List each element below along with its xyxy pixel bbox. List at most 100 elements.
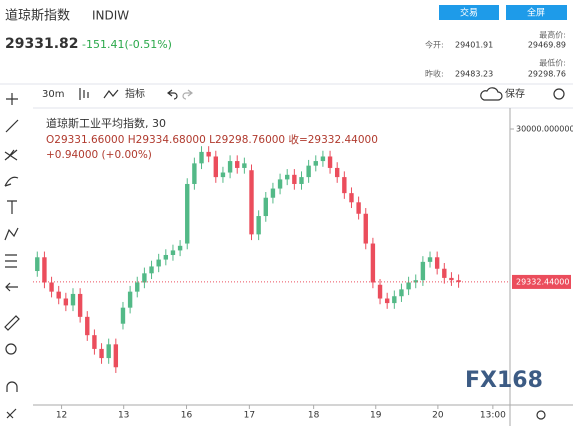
candle-body — [420, 261, 426, 281]
index-title: 道琼斯指数 — [5, 9, 70, 24]
candle-body — [213, 156, 219, 178]
candle-body — [70, 293, 76, 306]
y-tick-label: 30000.000000 — [516, 124, 573, 133]
symbol: INDIW — [92, 9, 129, 23]
candle-body — [413, 280, 418, 283]
candle-body — [127, 291, 133, 308]
indicator-button[interactable]: 指标 — [125, 87, 145, 100]
stat-value: 29401.91 — [455, 41, 493, 50]
candle-body — [313, 161, 318, 166]
x-tick-label: 20 — [432, 411, 444, 421]
candle-body — [449, 277, 454, 281]
candle-body — [427, 257, 433, 262]
candle-body — [120, 307, 126, 324]
candle-body — [199, 151, 204, 164]
ohlc-readout: O29331.66000 H29334.68000 L29298.76000 收… — [46, 133, 378, 146]
x-tick-label: 17 — [244, 411, 255, 421]
crosshair-tool[interactable] — [6, 93, 18, 105]
ruler-tool[interactable] — [4, 315, 20, 331]
candle-body — [170, 250, 176, 255]
x-tick-label: 12 — [56, 411, 67, 421]
candle-body — [142, 273, 147, 283]
watermark: FX168 — [465, 368, 543, 393]
legend-title: 道琼斯工业平均指数, 30 — [46, 116, 166, 130]
candle-body — [299, 177, 304, 184]
candle-body — [106, 344, 111, 359]
candle-body — [227, 161, 233, 173]
candle-body — [99, 348, 104, 359]
last-price: 29331.82 — [5, 36, 79, 52]
candle-body — [363, 213, 368, 244]
back-tool[interactable] — [5, 282, 18, 292]
change-readout: +0.94000 (+0.00%) — [46, 149, 152, 161]
text-tool[interactable] — [7, 200, 17, 214]
indicator-icon[interactable] — [103, 89, 119, 99]
trendline-tool[interactable] — [5, 119, 19, 133]
stat-label: 今开: — [425, 40, 444, 50]
candle-body — [277, 179, 283, 189]
candle-body — [356, 202, 361, 214]
candle-body — [384, 298, 390, 304]
save-button[interactable]: 保存 — [505, 87, 525, 100]
candle-body — [177, 245, 183, 251]
candle-body — [377, 284, 383, 299]
candle-body — [256, 216, 261, 235]
candle-body — [149, 266, 154, 274]
stat-label: 最高价: — [539, 30, 566, 40]
fullscreen-button[interactable] — [506, 5, 567, 20]
candle-body — [392, 296, 397, 304]
candle-body — [434, 257, 440, 269]
interval-button[interactable]: 30m — [42, 89, 64, 100]
redo-icon[interactable] — [182, 89, 193, 100]
zoom-tool[interactable] — [5, 343, 17, 355]
candle-body — [235, 161, 240, 168]
candle-body — [249, 170, 254, 235]
stat-value: 29483.23 — [455, 70, 493, 79]
candle-body — [220, 172, 226, 178]
drawing-toolbar — [4, 93, 20, 419]
candle-body — [163, 254, 169, 260]
candle-body — [406, 282, 411, 290]
x-tick-label: 16 — [181, 411, 193, 421]
candle-body — [327, 156, 333, 168]
candle-body — [192, 163, 197, 184]
trade-button[interactable] — [439, 5, 499, 20]
trade-button-label[interactable]: 交易 — [460, 7, 478, 19]
undo-icon[interactable] — [167, 89, 178, 100]
candle-body — [49, 282, 54, 292]
candle-body — [185, 183, 190, 244]
remove-tool[interactable] — [6, 408, 17, 419]
candle-body — [370, 243, 376, 283]
axis-settings-icon[interactable] — [536, 410, 546, 420]
stat-label: 最低价: — [539, 58, 566, 68]
x-tick-label: 19 — [370, 411, 382, 421]
magnet-tool[interactable] — [6, 381, 18, 392]
candle-body — [263, 197, 268, 217]
candle-body — [334, 167, 340, 178]
last-price-label: 29332.44000 — [516, 277, 569, 286]
settings-icon[interactable] — [553, 88, 565, 100]
price-change: -151.41(-0.51%) — [82, 38, 172, 51]
cloud-icon[interactable] — [480, 87, 503, 101]
candle-body — [156, 259, 161, 267]
candle-body — [306, 165, 311, 178]
candle-body — [242, 163, 247, 168]
candle-body — [56, 291, 61, 299]
stat-label: 昨收: — [425, 69, 444, 79]
fullscreen-button-label[interactable]: 全屏 — [527, 7, 545, 19]
candle-body — [320, 156, 326, 162]
prediction-tool[interactable] — [5, 254, 17, 268]
candle-body — [42, 257, 47, 283]
last-price-tag — [512, 274, 571, 289]
fib-tool[interactable] — [4, 149, 18, 161]
chart-type-icon[interactable] — [79, 88, 89, 100]
brush-tool[interactable] — [4, 176, 19, 187]
pattern-tool[interactable] — [4, 227, 19, 241]
candle-body — [342, 177, 347, 194]
candle-body — [270, 188, 276, 198]
stat-value: 29469.89 — [528, 41, 566, 50]
x-tick-label: 18 — [308, 411, 320, 421]
candle-body — [85, 316, 90, 336]
x-tick-label: 13:00 — [480, 411, 506, 421]
candle-body — [35, 257, 40, 272]
